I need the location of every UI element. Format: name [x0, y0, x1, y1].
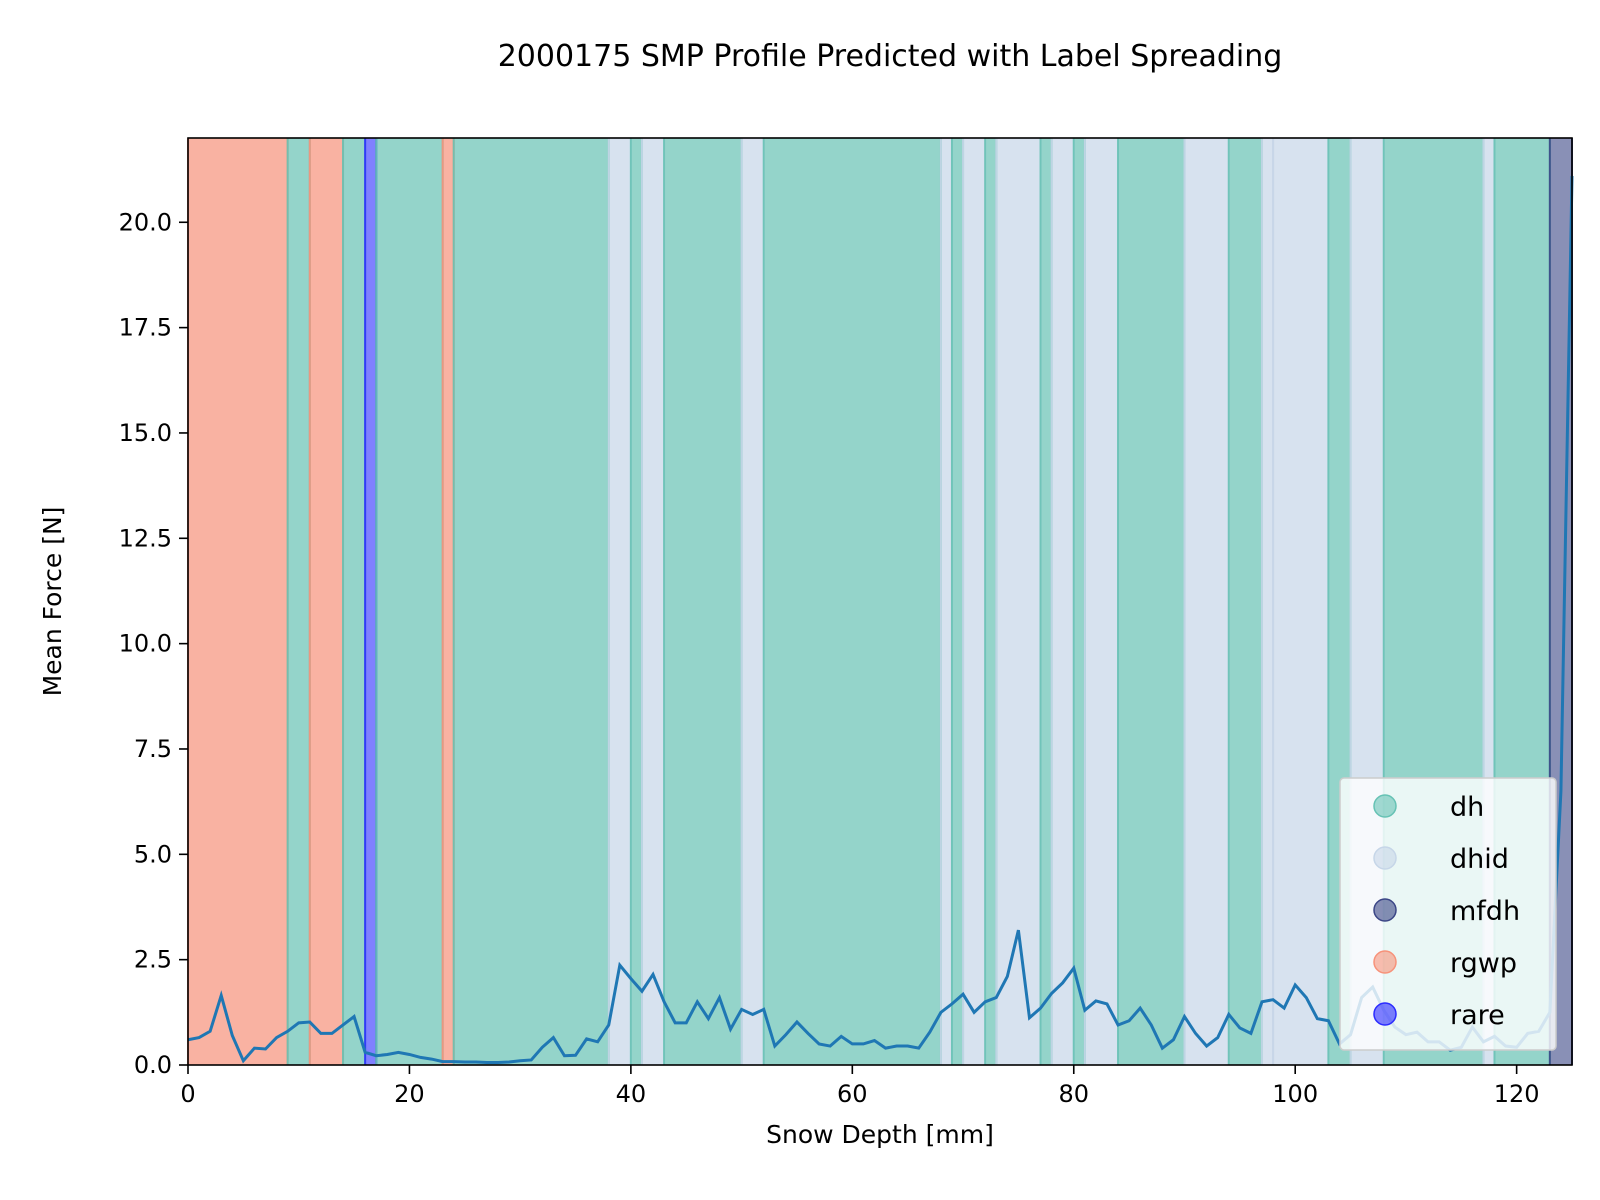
y-axis: 0.0 2.5 5.0 7.5 10.0 12.5 15.0 17.5 20.0 — [119, 208, 188, 1079]
legend-marker-rare — [1373, 1002, 1397, 1026]
band-dh — [763, 138, 941, 1065]
band-dhid — [641, 138, 665, 1065]
x-axis: 0 20 40 60 80 100 120 — [180, 1065, 1540, 1108]
legend: dh dhid mfdh rgwp rare — [1339, 777, 1557, 1051]
legend-marker-mfdh — [1373, 898, 1397, 922]
y-axis-title: Mean Force [N] — [38, 507, 67, 697]
band-dh — [985, 138, 997, 1065]
x-tick-label: 60 — [837, 1080, 868, 1108]
legend-label-dh: dh — [1450, 792, 1484, 823]
legend-label-mfdh: mfdh — [1450, 896, 1520, 927]
band-dhid — [1051, 138, 1074, 1065]
y-tick-label: 20.0 — [119, 208, 172, 236]
band-dhid — [1273, 138, 1329, 1065]
y-tick-label: 5.0 — [134, 840, 172, 868]
band-dh — [951, 138, 964, 1065]
x-axis-title: Snow Depth [mm] — [766, 1120, 994, 1149]
y-tick-label: 12.5 — [119, 524, 172, 552]
band-dhid — [1261, 138, 1274, 1065]
legend-label-rare: rare — [1450, 1000, 1505, 1031]
label-bands — [188, 138, 1572, 1065]
y-tick-label: 7.5 — [134, 735, 172, 763]
band-dh — [1118, 138, 1185, 1065]
band-rgwp — [188, 138, 288, 1065]
legend-marker-rgwp — [1373, 950, 1397, 974]
band-dh — [664, 138, 742, 1065]
legend-label-rgwp: rgwp — [1450, 948, 1517, 979]
legend-box — [1339, 777, 1557, 1051]
legend-marker-dhid — [1373, 846, 1397, 870]
band-dh — [1040, 138, 1052, 1065]
y-tick-label: 2.5 — [134, 946, 172, 974]
band-dh — [630, 138, 642, 1065]
band-dh — [1228, 138, 1262, 1065]
chart-title: 2000175 SMP Profile Predicted with Label… — [498, 39, 1283, 74]
band-rgwp — [309, 138, 344, 1065]
band-dhid — [1084, 138, 1119, 1065]
band-dhid — [1184, 138, 1229, 1065]
band-dhid — [741, 138, 764, 1065]
band-dhid — [996, 138, 1041, 1065]
band-dh — [376, 138, 443, 1065]
x-tick-label: 40 — [616, 1080, 647, 1108]
x-tick-label: 20 — [394, 1080, 425, 1108]
band-dhid — [1483, 138, 1495, 1065]
band-dh — [287, 138, 310, 1065]
y-tick-label: 17.5 — [119, 314, 172, 342]
band-dh — [453, 138, 609, 1065]
y-tick-label: 0.0 — [134, 1051, 172, 1079]
band-dhid — [963, 138, 986, 1065]
x-tick-label: 0 — [180, 1080, 195, 1108]
band-dhid — [608, 138, 631, 1065]
y-tick-label: 15.0 — [119, 419, 172, 447]
legend-label-dhid: dhid — [1450, 844, 1509, 875]
band-dhid — [940, 138, 952, 1065]
band-dh — [343, 138, 366, 1065]
band-rgwp — [442, 138, 454, 1065]
x-tick-label: 100 — [1272, 1080, 1318, 1108]
legend-marker-dh — [1373, 794, 1397, 818]
x-tick-label: 80 — [1058, 1080, 1089, 1108]
y-tick-label: 10.0 — [119, 630, 172, 658]
band-rare — [365, 138, 377, 1065]
plot-frame — [187, 137, 1573, 1066]
x-tick-label: 120 — [1494, 1080, 1540, 1108]
band-dh — [1073, 138, 1085, 1065]
